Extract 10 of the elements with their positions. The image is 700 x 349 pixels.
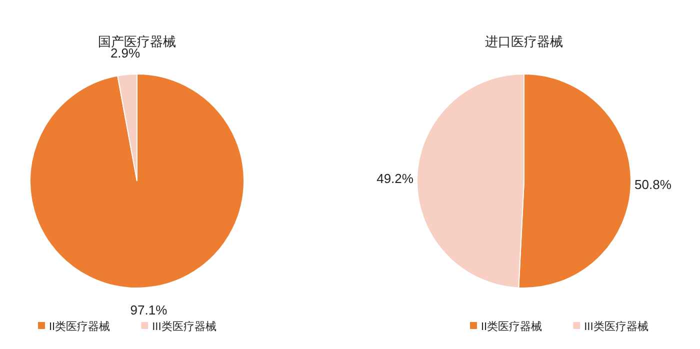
data-label: 49.2%	[376, 170, 414, 186]
data-label: 97.1%	[130, 302, 168, 318]
legend-label: III类医疗器械	[152, 320, 216, 333]
chart-title: 国产医疗器械	[98, 34, 176, 49]
pie-slice	[30, 74, 244, 288]
legend-label: II类医疗器械	[481, 320, 542, 333]
legend-label: III类医疗器械	[584, 320, 648, 333]
data-label: 50.8%	[634, 177, 672, 192]
legend-label: II类医疗器械	[49, 320, 110, 333]
chart-title: 进口医疗器械	[485, 34, 563, 49]
